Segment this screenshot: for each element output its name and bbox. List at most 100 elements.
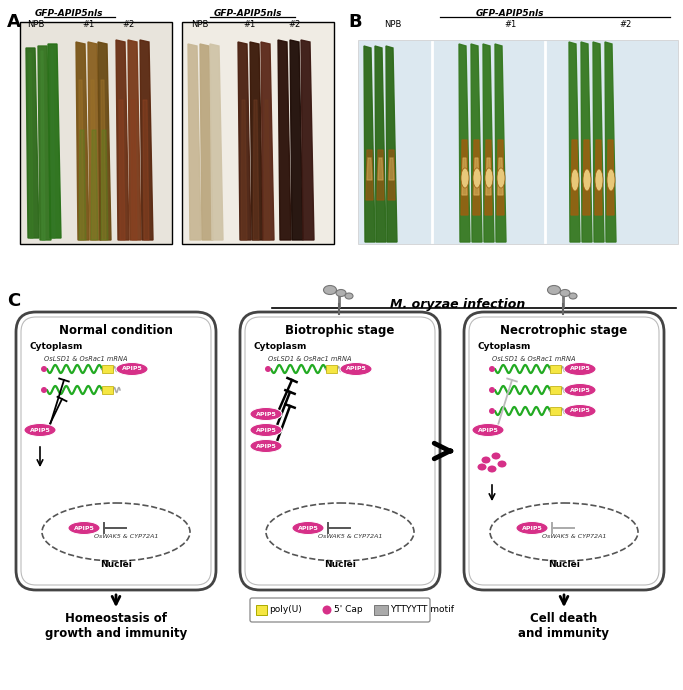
FancyBboxPatch shape [469, 317, 659, 585]
Polygon shape [76, 42, 89, 240]
Polygon shape [210, 44, 223, 240]
Bar [550, 386, 561, 394]
Text: #2: #2 [288, 20, 300, 29]
Text: APIP5: APIP5 [255, 428, 277, 433]
Ellipse shape [68, 522, 100, 535]
Polygon shape [116, 40, 129, 240]
Text: Nuclei: Nuclei [324, 560, 356, 569]
Bar [374, 605, 388, 615]
Text: C: C [7, 292, 20, 310]
Polygon shape [188, 44, 201, 240]
Text: Cell death
and immunity: Cell death and immunity [518, 612, 609, 640]
Text: #2: #2 [122, 20, 134, 29]
Polygon shape [51, 49, 55, 238]
Polygon shape [571, 140, 578, 215]
Polygon shape [367, 158, 372, 180]
Ellipse shape [564, 362, 596, 375]
Text: NPB: NPB [191, 20, 209, 29]
Polygon shape [497, 140, 504, 215]
Text: #2: #2 [619, 20, 631, 29]
Text: APIP5: APIP5 [255, 411, 277, 417]
Polygon shape [79, 130, 86, 240]
Polygon shape [474, 158, 479, 195]
Polygon shape [238, 42, 251, 240]
Polygon shape [377, 150, 384, 200]
Text: Necrotrophic stage: Necrotrophic stage [501, 324, 628, 337]
Bar [550, 407, 561, 415]
Text: APIP5: APIP5 [570, 388, 590, 393]
Ellipse shape [472, 424, 504, 437]
Text: APIP5: APIP5 [255, 444, 277, 448]
Ellipse shape [42, 503, 190, 561]
Text: OsLSD1 & OsRac1 mRNA: OsLSD1 & OsRac1 mRNA [268, 356, 352, 362]
Text: GFP-APIP5nls: GFP-APIP5nls [214, 9, 282, 18]
Ellipse shape [250, 440, 282, 453]
Polygon shape [200, 44, 213, 240]
Ellipse shape [560, 290, 570, 297]
Polygon shape [485, 140, 492, 215]
FancyBboxPatch shape [21, 317, 211, 585]
Text: A: A [7, 13, 21, 31]
Polygon shape [88, 42, 101, 240]
Bar [182, 22, 334, 244]
Ellipse shape [571, 169, 579, 191]
Polygon shape [389, 158, 394, 180]
FancyBboxPatch shape [250, 598, 430, 622]
Ellipse shape [564, 404, 596, 417]
Text: poly(U): poly(U) [269, 604, 302, 613]
Text: APIP5: APIP5 [346, 366, 367, 371]
Ellipse shape [548, 286, 561, 295]
Text: OsWAK5 & CYP72A1: OsWAK5 & CYP72A1 [94, 534, 158, 539]
Ellipse shape [41, 366, 47, 372]
Polygon shape [38, 46, 51, 240]
Text: NPB: NPB [385, 20, 402, 29]
Polygon shape [483, 44, 494, 242]
Polygon shape [473, 140, 480, 215]
Text: APIP5: APIP5 [570, 408, 590, 413]
Ellipse shape [336, 290, 346, 297]
Ellipse shape [564, 384, 596, 397]
Text: YTTYYTT motif: YTTYYTT motif [390, 604, 454, 613]
Polygon shape [498, 158, 503, 195]
Ellipse shape [461, 168, 469, 188]
Ellipse shape [340, 362, 372, 375]
Text: #1: #1 [504, 20, 516, 29]
Ellipse shape [473, 168, 481, 188]
Text: M. oryzae infection: M. oryzae infection [391, 298, 526, 311]
Ellipse shape [595, 169, 603, 191]
Text: Homeostasis of
growth and immunity: Homeostasis of growth and immunity [45, 612, 187, 640]
Polygon shape [91, 130, 98, 240]
Polygon shape [91, 80, 96, 240]
Ellipse shape [266, 503, 414, 561]
Ellipse shape [492, 453, 501, 460]
Ellipse shape [485, 168, 493, 188]
Bar [102, 365, 113, 373]
Ellipse shape [24, 424, 56, 437]
Polygon shape [386, 46, 397, 242]
Text: OsLSD1 & OsRac1 mRNA: OsLSD1 & OsRac1 mRNA [492, 356, 576, 362]
Bar [358, 40, 678, 244]
Polygon shape [461, 140, 468, 215]
Text: GFP-APIP5nls: GFP-APIP5nls [35, 9, 103, 18]
Polygon shape [607, 140, 614, 215]
Polygon shape [605, 42, 616, 242]
Ellipse shape [292, 522, 324, 535]
Ellipse shape [516, 522, 548, 535]
Polygon shape [364, 46, 375, 242]
Ellipse shape [489, 387, 495, 393]
Text: APIP5: APIP5 [522, 526, 542, 531]
FancyBboxPatch shape [240, 312, 440, 590]
Ellipse shape [477, 464, 486, 471]
Ellipse shape [497, 168, 505, 188]
Polygon shape [41, 51, 45, 240]
Polygon shape [29, 53, 33, 238]
Polygon shape [583, 140, 590, 215]
Polygon shape [264, 100, 270, 240]
Polygon shape [378, 158, 383, 180]
Text: Nuclei: Nuclei [548, 560, 580, 569]
Text: APIP5: APIP5 [122, 366, 143, 371]
Text: Cytoplasm: Cytoplasm [30, 342, 83, 351]
Polygon shape [462, 158, 467, 195]
Text: #1: #1 [243, 20, 255, 29]
Polygon shape [593, 42, 604, 242]
